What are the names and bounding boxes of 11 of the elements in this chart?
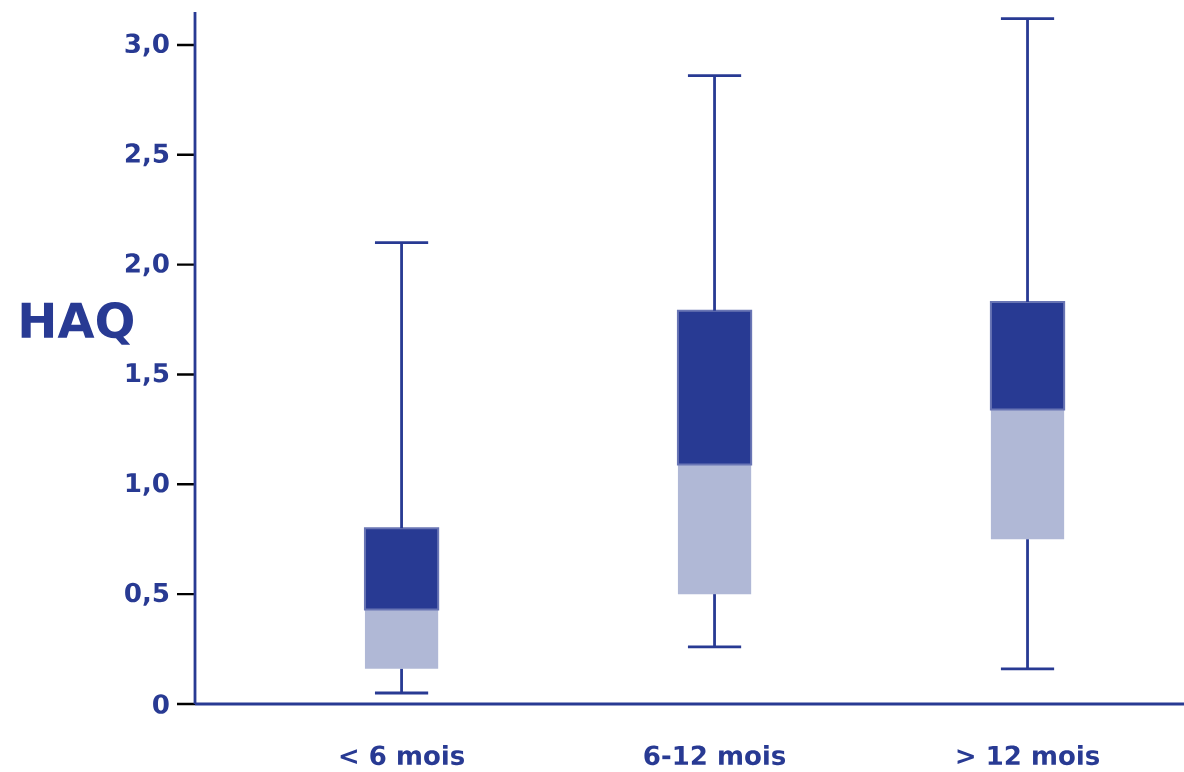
y-tick-label: 1,0 bbox=[126, 472, 169, 496]
x-tick-label: 6-12 mois bbox=[644, 745, 786, 766]
x-tick-label: < 6 mois bbox=[340, 745, 464, 766]
y-tick-label: 2,0 bbox=[125, 253, 169, 277]
y-tick-label: 2,5 bbox=[125, 143, 169, 167]
y-tick-label: 1,5 bbox=[126, 363, 169, 386]
y-axis-title: HAQ bbox=[21, 302, 133, 345]
y-tick-label: 0,5 bbox=[125, 582, 169, 606]
x-tick-label: > 12 mois bbox=[957, 745, 1100, 766]
y-tick-label: 3,0 bbox=[125, 33, 169, 57]
y-tick-label: 0 bbox=[153, 694, 169, 714]
